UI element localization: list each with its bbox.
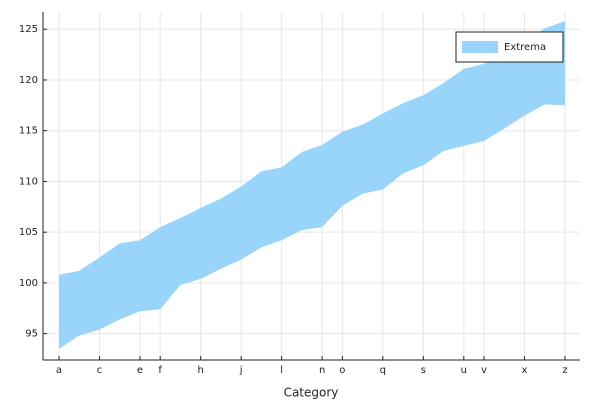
x-tick-label: o (339, 365, 345, 376)
y-tick-label: 125 (19, 24, 38, 35)
x-axis-label: Category (284, 386, 339, 400)
x-tick-label: h (198, 365, 204, 376)
x-tick-label: q (380, 365, 386, 376)
y-tick-label: 120 (19, 75, 38, 86)
y-tick-label: 105 (19, 227, 38, 238)
x-tick-label: e (137, 365, 143, 376)
y-tick-label: 115 (19, 126, 38, 137)
x-tick-label: c (97, 365, 103, 376)
legend: Extrema (455, 31, 564, 63)
x-tick-label: n (319, 365, 325, 376)
x-tick-label: f (158, 365, 162, 376)
y-tick-label: 100 (19, 278, 38, 289)
x-tick-label: j (239, 365, 243, 376)
x-tick-label: a (56, 365, 62, 376)
legend-label: Extrema (504, 42, 546, 53)
y-tick-label: 110 (19, 176, 38, 187)
x-tick-label: z (562, 365, 567, 376)
x-tick-label: x (522, 365, 528, 376)
range-area (59, 21, 565, 349)
x-tick-label: l (280, 365, 283, 376)
x-tick-label: s (421, 365, 426, 376)
legend-swatch (462, 41, 498, 53)
y-tick-label: 95 (25, 329, 38, 340)
x-tick-label: u (461, 365, 467, 376)
x-tick-label: v (481, 365, 487, 376)
